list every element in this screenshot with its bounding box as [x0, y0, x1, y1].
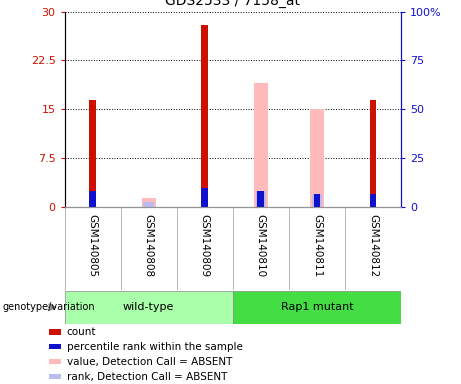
Text: GSM140808: GSM140808 [144, 214, 154, 277]
Text: GSM140812: GSM140812 [368, 214, 378, 277]
Text: GSM140811: GSM140811 [312, 214, 322, 277]
Text: genotype/variation: genotype/variation [2, 302, 95, 312]
Bar [258, 191, 264, 207]
Bar [254, 83, 268, 207]
Text: wild-type: wild-type [123, 302, 174, 312]
Bar [65, 291, 233, 324]
Bar [143, 202, 154, 207]
Text: value, Detection Call = ABSENT: value, Detection Call = ABSENT [67, 357, 232, 367]
Bar [310, 109, 324, 207]
Bar [49, 374, 61, 379]
Bar [201, 188, 208, 207]
Text: GSM140810: GSM140810 [256, 214, 266, 277]
Bar [313, 194, 320, 207]
Title: GDS2533 / 7158_at: GDS2533 / 7158_at [165, 0, 300, 8]
Text: Rap1 mutant: Rap1 mutant [281, 302, 353, 312]
Bar [142, 197, 156, 207]
Text: percentile rank within the sample: percentile rank within the sample [67, 342, 242, 352]
Bar [201, 25, 208, 207]
Text: count: count [67, 327, 96, 337]
Bar [370, 100, 376, 207]
Bar [89, 191, 96, 207]
Bar [49, 359, 61, 364]
Text: GSM140809: GSM140809 [200, 214, 210, 277]
Text: GSM140805: GSM140805 [88, 214, 98, 277]
Bar [255, 191, 266, 207]
Bar [312, 194, 322, 207]
Bar [89, 100, 96, 207]
Bar [49, 329, 61, 334]
Bar [233, 291, 401, 324]
Bar [49, 344, 61, 349]
Bar [370, 194, 376, 207]
Text: rank, Detection Call = ABSENT: rank, Detection Call = ABSENT [67, 372, 227, 382]
